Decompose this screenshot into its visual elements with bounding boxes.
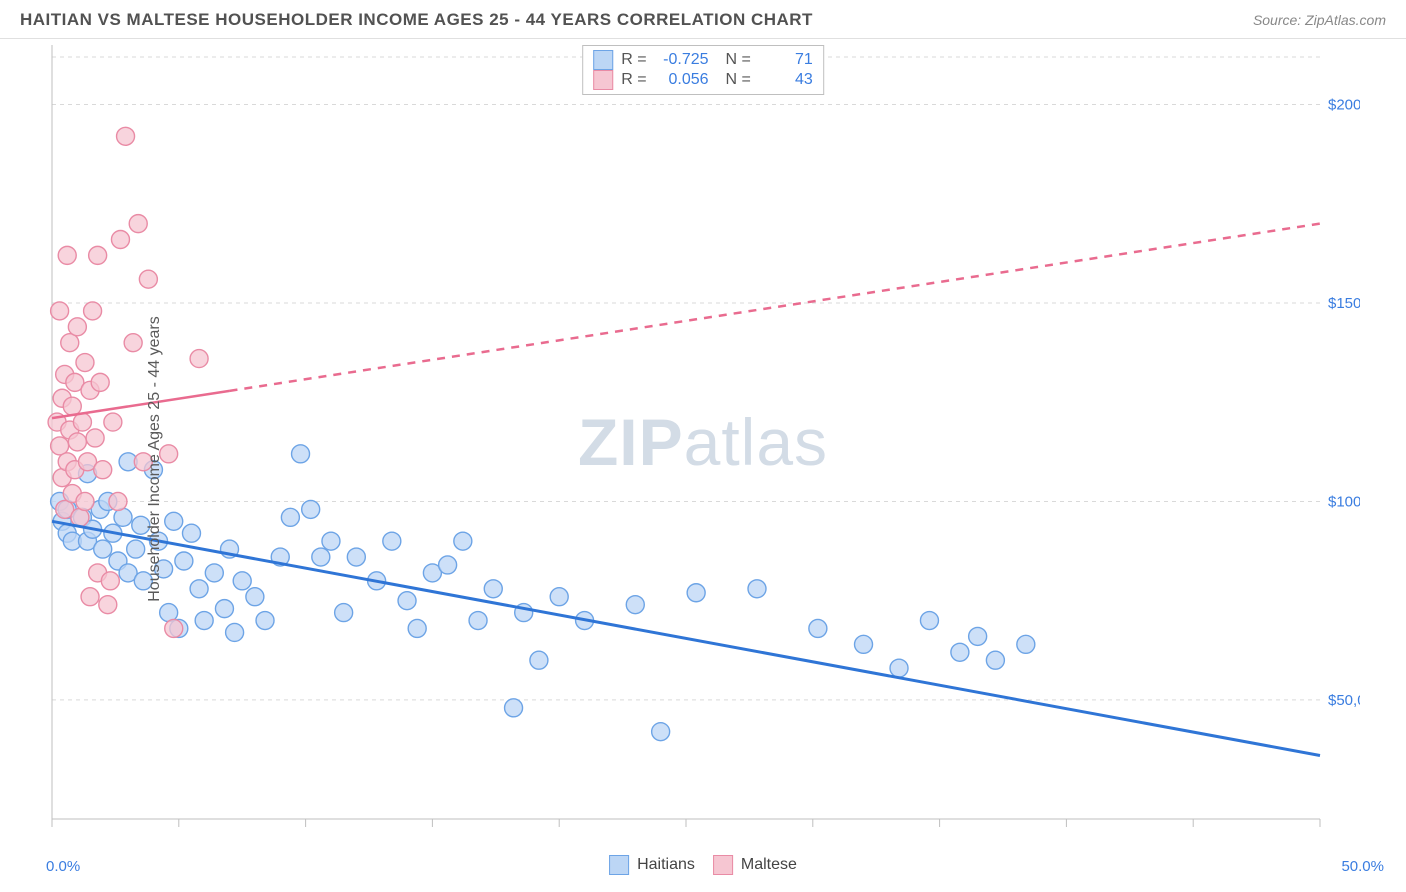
- stat-n-value: 43: [759, 71, 813, 89]
- svg-text:$50,000: $50,000: [1328, 692, 1360, 709]
- stats-legend: R = -0.725 N = 71 R = 0.056 N = 43: [582, 45, 824, 95]
- legend-swatch: [609, 855, 629, 875]
- stat-label: N =: [717, 71, 751, 89]
- stat-r-value: -0.725: [655, 51, 709, 69]
- stat-r-value: 0.056: [655, 71, 709, 89]
- stats-row: R = -0.725 N = 71: [593, 50, 813, 70]
- watermark-rest: atlas: [684, 405, 828, 479]
- chart-title: HAITIAN VS MALTESE HOUSEHOLDER INCOME AG…: [20, 10, 813, 30]
- stat-n-value: 71: [759, 51, 813, 69]
- y-axis-label: Householder Income Ages 25 - 44 years: [146, 316, 164, 602]
- legend-swatch: [713, 855, 733, 875]
- legend-label: Haitians: [637, 856, 695, 874]
- chart-header: HAITIAN VS MALTESE HOUSEHOLDER INCOME AG…: [0, 0, 1406, 39]
- legend-item: Haitians: [609, 855, 695, 875]
- stat-label: N =: [717, 51, 751, 69]
- legend-swatch: [593, 50, 613, 70]
- stat-label: R =: [621, 71, 646, 89]
- svg-text:$150,000: $150,000: [1328, 295, 1360, 312]
- stat-label: R =: [621, 51, 646, 69]
- x-axis-start-label: 0.0%: [46, 858, 80, 875]
- legend-item: Maltese: [713, 855, 797, 875]
- watermark-bold: ZIP: [578, 405, 684, 479]
- svg-text:$100,000: $100,000: [1328, 493, 1360, 510]
- chart-source: Source: ZipAtlas.com: [1253, 12, 1386, 28]
- legend-label: Maltese: [741, 856, 797, 874]
- stats-row: R = 0.056 N = 43: [593, 70, 813, 90]
- series-legend: Haitians Maltese: [609, 855, 797, 875]
- svg-text:$200,000: $200,000: [1328, 97, 1360, 114]
- watermark: ZIPatlas: [578, 404, 828, 480]
- x-axis-end-label: 50.0%: [1341, 858, 1384, 875]
- chart-area: Householder Income Ages 25 - 44 years ZI…: [0, 39, 1406, 879]
- legend-swatch: [593, 70, 613, 90]
